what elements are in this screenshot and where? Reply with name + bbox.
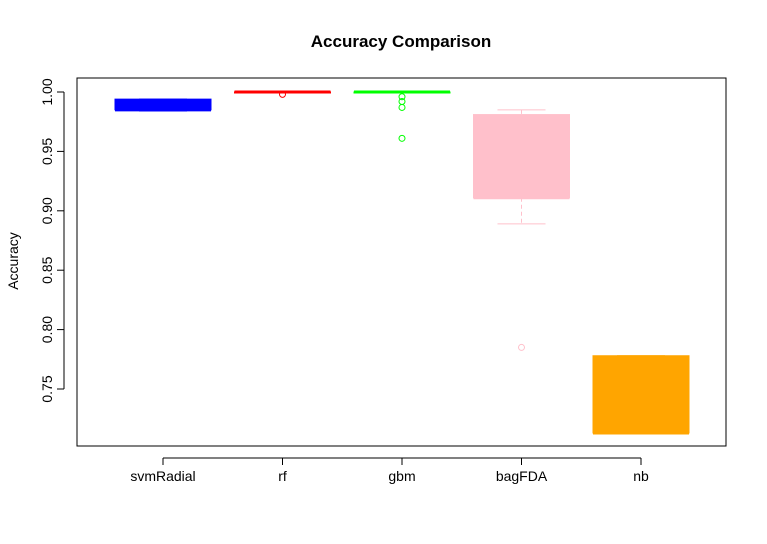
outlier-point (398, 93, 406, 101)
outlier-point (398, 103, 406, 111)
box-iqr (592, 355, 690, 434)
plot-area (114, 90, 690, 435)
outlier-point (518, 343, 525, 351)
x-tick-label: nb (633, 468, 649, 484)
plot-frame (76, 77, 727, 447)
y-axis-label: Accuracy (5, 232, 21, 290)
x-tick-label: gbm (388, 468, 415, 484)
x-tick-label: bagFDA (496, 468, 548, 484)
chart-title: Accuracy Comparison (311, 32, 491, 51)
y-tick-label: 0.95 (39, 138, 55, 165)
y-axis: 0.75 0.80 0.85 0.90 0.95 1.00 (39, 78, 65, 403)
box-gbm (353, 90, 451, 142)
box-iqr (114, 98, 212, 111)
y-tick-label: 1.00 (39, 78, 55, 105)
y-tick-label: 0.85 (39, 256, 55, 283)
y-tick-label: 0.80 (39, 316, 55, 343)
y-tick-label: 0.75 (39, 375, 55, 402)
box-bagFDA (473, 109, 570, 351)
box-nb (592, 355, 690, 435)
box-rf (234, 90, 331, 98)
x-axis: svmRadial rf gbm bagFDA nb (130, 457, 649, 484)
outlier-point (398, 134, 406, 142)
box-svmRadial (114, 98, 212, 112)
box-iqr (473, 114, 570, 199)
x-tick-label: rf (278, 468, 287, 484)
y-tick-label: 0.90 (39, 197, 55, 224)
outlier-point (279, 90, 286, 98)
x-tick-label: svmRadial (130, 468, 195, 484)
